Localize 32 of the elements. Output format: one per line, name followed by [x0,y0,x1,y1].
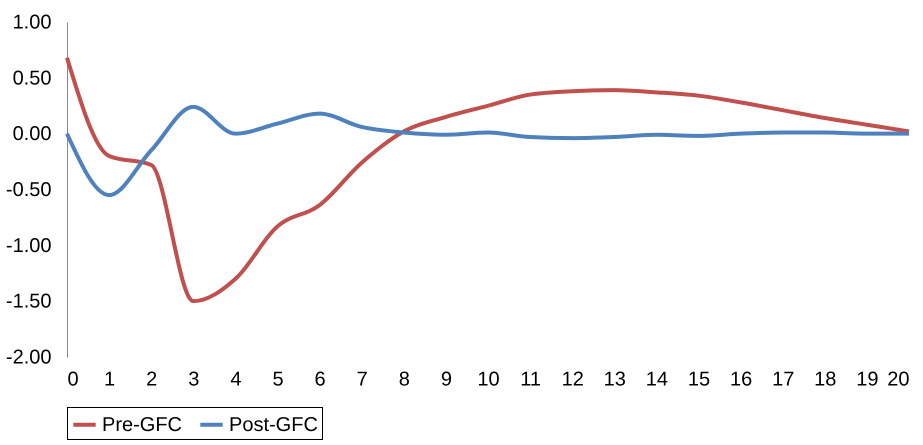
line-series [65,104,911,198]
x-tick-label: 20 [887,368,910,390]
legend-label: Post-GFC [229,414,318,436]
x-tick-label: 19 [856,368,879,390]
x-tick-label: 13 [604,368,626,390]
x-tick-label: 4 [230,368,242,390]
line-series [65,56,911,304]
y-tick-label: 0.00 [12,123,52,146]
x-tick-label: 6 [314,368,326,390]
y-tick-label: -0.50 [6,179,52,201]
y-tick-label: 0.50 [12,67,52,90]
x-tick-label: 16 [730,368,752,390]
x-tick-label: 9 [440,368,452,390]
x-tick-label: 7 [356,368,368,390]
x-tick-label: 3 [188,368,200,390]
y-tick-label: 1.00 [12,12,52,34]
x-tick-label: 10 [477,368,500,390]
x-tick-label: 14 [646,368,668,390]
y-tick-label: -2.00 [6,346,52,368]
x-tick-label: 15 [688,368,710,390]
x-tick-label: 12 [562,368,584,390]
legend-label: Pre-GFC [102,414,182,436]
x-tick-label: 17 [772,368,794,390]
x-tick-label: 8 [398,368,410,390]
x-tick-label: 11 [520,368,541,390]
y-tick-label: -1.50 [6,290,52,313]
y-tick-label: -1.00 [6,234,52,257]
x-tick-label: 5 [272,368,284,390]
x-tick-label: 0 [68,368,79,390]
x-tick-label: 2 [146,368,158,390]
x-tick-label: 18 [814,368,836,390]
x-tick-label: 1 [104,368,116,390]
